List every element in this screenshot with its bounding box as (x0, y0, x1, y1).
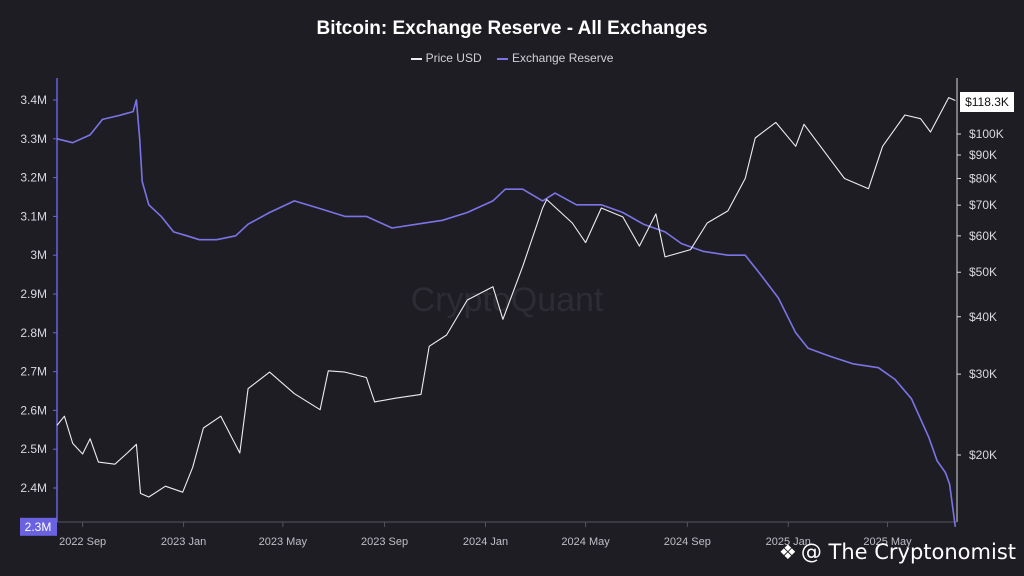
left-tick-label: 3.3M (20, 132, 47, 146)
left-current-label: 2.3M (25, 520, 52, 534)
left-tick-label: 2.9M (20, 287, 47, 301)
legend-swatch-reserve (496, 57, 508, 60)
left-tick-label: 2.5M (20, 442, 47, 456)
x-tick-label: 2023 Sep (361, 536, 408, 548)
legend-label-price: Price USD (425, 51, 482, 65)
left-tick-label: 2.6M (20, 403, 47, 417)
right-tick-label: $30K (969, 367, 997, 381)
x-tick-label: 2024 Sep (664, 536, 711, 548)
x-tick-label: 2024 Jan (463, 536, 508, 548)
right-tick-label: $50K (969, 265, 997, 279)
series-line-price-usd (56, 97, 956, 498)
credit-watermark: ❖ @ The Cryptonomist (779, 540, 1016, 564)
right-current-label: $118.3K (965, 95, 1009, 109)
x-tick-label: 2023 May (259, 536, 308, 548)
left-tick-label: 3M (30, 248, 47, 262)
chart-title: Bitcoin: Exchange Reserve - All Exchange… (316, 18, 708, 39)
chart-legend: Price USD Exchange Reserve (0, 51, 1024, 65)
right-tick-label: $90K (969, 148, 997, 162)
right-tick-label: $40K (969, 310, 997, 324)
right-tick-label: $80K (969, 172, 997, 186)
credit-text: @ The Cryptonomist (800, 540, 1016, 564)
legend-label-reserve: Exchange Reserve (511, 51, 614, 65)
legend-item-price[interactable]: Price USD (410, 51, 482, 65)
right-tick-label: $70K (969, 198, 997, 212)
right-tick-label: $60K (969, 229, 997, 243)
left-tick-label: 2.7M (20, 365, 47, 379)
legend-item-reserve[interactable]: Exchange Reserve (496, 51, 614, 65)
x-tick-label: 2025 Jan (766, 536, 811, 548)
cryptoquant-watermark: CryptoQuant (411, 281, 604, 319)
left-tick-label: 2.4M (20, 481, 47, 495)
right-tick-label: $20K (969, 448, 997, 462)
cryptonomist-logo-icon: ❖ (778, 540, 797, 564)
series-line-exchange-reserve (56, 99, 957, 527)
left-tick-label: 2.8M (20, 326, 47, 340)
left-current-badge (20, 517, 57, 536)
right-current-badge (960, 92, 1014, 112)
left-tick-label: 3.4M (20, 93, 47, 107)
x-tick-label: 2022 Sep (59, 536, 106, 548)
left-tick-label: 3.1M (20, 209, 47, 223)
x-tick-label: 2023 Jan (161, 536, 206, 548)
x-tick-label: 2025 May (863, 536, 912, 548)
x-tick-label: 2024 May (561, 536, 610, 548)
left-tick-label: 3.2M (20, 171, 47, 185)
right-tick-label: $100K (969, 127, 1004, 141)
legend-swatch-price (410, 57, 422, 60)
